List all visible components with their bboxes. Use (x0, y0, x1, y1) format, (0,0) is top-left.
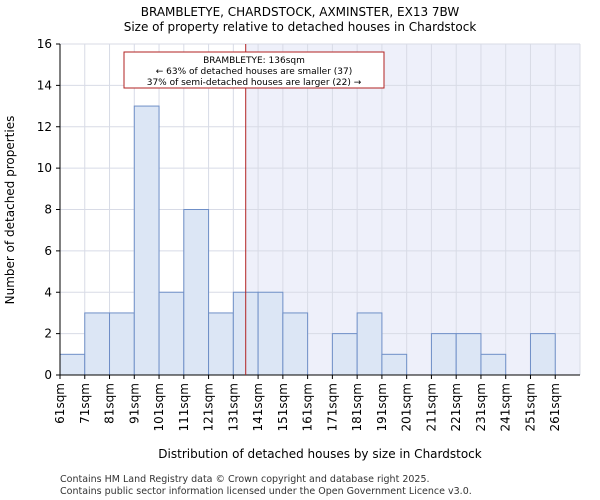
annotation-line-3: 37% of semi-detached houses are larger (… (147, 78, 362, 88)
x-tick-label: 171sqm (325, 383, 339, 431)
y-tick-label: 2 (44, 327, 52, 341)
y-tick-label: 14 (37, 78, 52, 92)
x-tick-label: 121sqm (202, 383, 216, 431)
y-axis-label: Number of detached properties (3, 116, 17, 305)
x-tick-label: 231sqm (474, 383, 488, 431)
marker-group: BRAMBLETYE: 136sqm← 63% of detached hous… (123, 44, 385, 375)
x-tick-label: 151sqm (276, 383, 290, 431)
annotation-box (123, 51, 385, 89)
histogram-bar (257, 291, 284, 376)
y-tick-label: 8 (44, 203, 52, 217)
histogram-bar (84, 312, 111, 376)
x-tick-label: 191sqm (375, 383, 389, 431)
chart-title: BRAMBLETYE, CHARDSTOCK, AXMINSTER, EX13 … (141, 5, 460, 19)
y-tick-label: 6 (44, 244, 52, 258)
y-tick-label: 4 (44, 285, 52, 299)
histogram-bar (381, 353, 408, 376)
x-tick-label: 81sqm (103, 383, 117, 424)
histogram-bar (430, 333, 457, 376)
y-tick-label: 16 (37, 37, 52, 51)
histogram-bar (133, 105, 160, 376)
x-tick-label: 101sqm (152, 383, 166, 431)
y-tick-label: 0 (44, 368, 52, 382)
histogram-bar (183, 209, 210, 376)
histogram-bar (356, 312, 383, 376)
histogram-bar (109, 312, 135, 376)
annotation-line-1: BRAMBLETYE: 136sqm (203, 56, 305, 66)
footer-line-2: Contains public sector information licen… (60, 486, 472, 497)
chart-subtitle: Size of property relative to detached ho… (124, 20, 477, 34)
x-tick-label: 251sqm (523, 383, 537, 431)
histogram-bar (158, 291, 185, 376)
x-tick-label: 141sqm (251, 383, 265, 431)
x-tick-label: 221sqm (449, 383, 463, 431)
axes: 0 2 4 6 8 10 12 14 16 61sqm 71sqm 81sqm 91sqm 101sqm 1… (37, 37, 580, 431)
histogram-bar (331, 333, 358, 376)
histogram-bar (529, 333, 556, 376)
x-tick-label: 131sqm (226, 383, 240, 431)
histogram-bar (208, 312, 234, 376)
histogram-bar (59, 353, 86, 376)
x-tick-label: 161sqm (301, 383, 315, 431)
histogram-bar (282, 312, 309, 376)
footer-line-1: Contains HM Land Registry data © Crown c… (60, 474, 430, 485)
x-tick-label: 241sqm (499, 383, 513, 431)
x-tick-label: 91sqm (127, 383, 141, 424)
x-tick-label: 71sqm (78, 383, 92, 424)
x-axis-label: Distribution of detached houses by size … (158, 447, 481, 461)
x-tick-label: 211sqm (424, 383, 438, 431)
y-tick-label: 10 (37, 161, 52, 175)
histogram-bar (480, 353, 507, 376)
annotation-line-2: ← 63% of detached houses are smaller (37… (156, 67, 353, 77)
x-tick-label: 61sqm (53, 383, 67, 424)
x-tick-label: 261sqm (548, 383, 562, 431)
x-tick-label: 111sqm (177, 383, 191, 431)
histogram-bar (455, 333, 482, 376)
y-tick-label: 12 (37, 120, 52, 134)
x-tick-label: 181sqm (350, 383, 364, 431)
x-tick-label: 201sqm (400, 383, 414, 431)
